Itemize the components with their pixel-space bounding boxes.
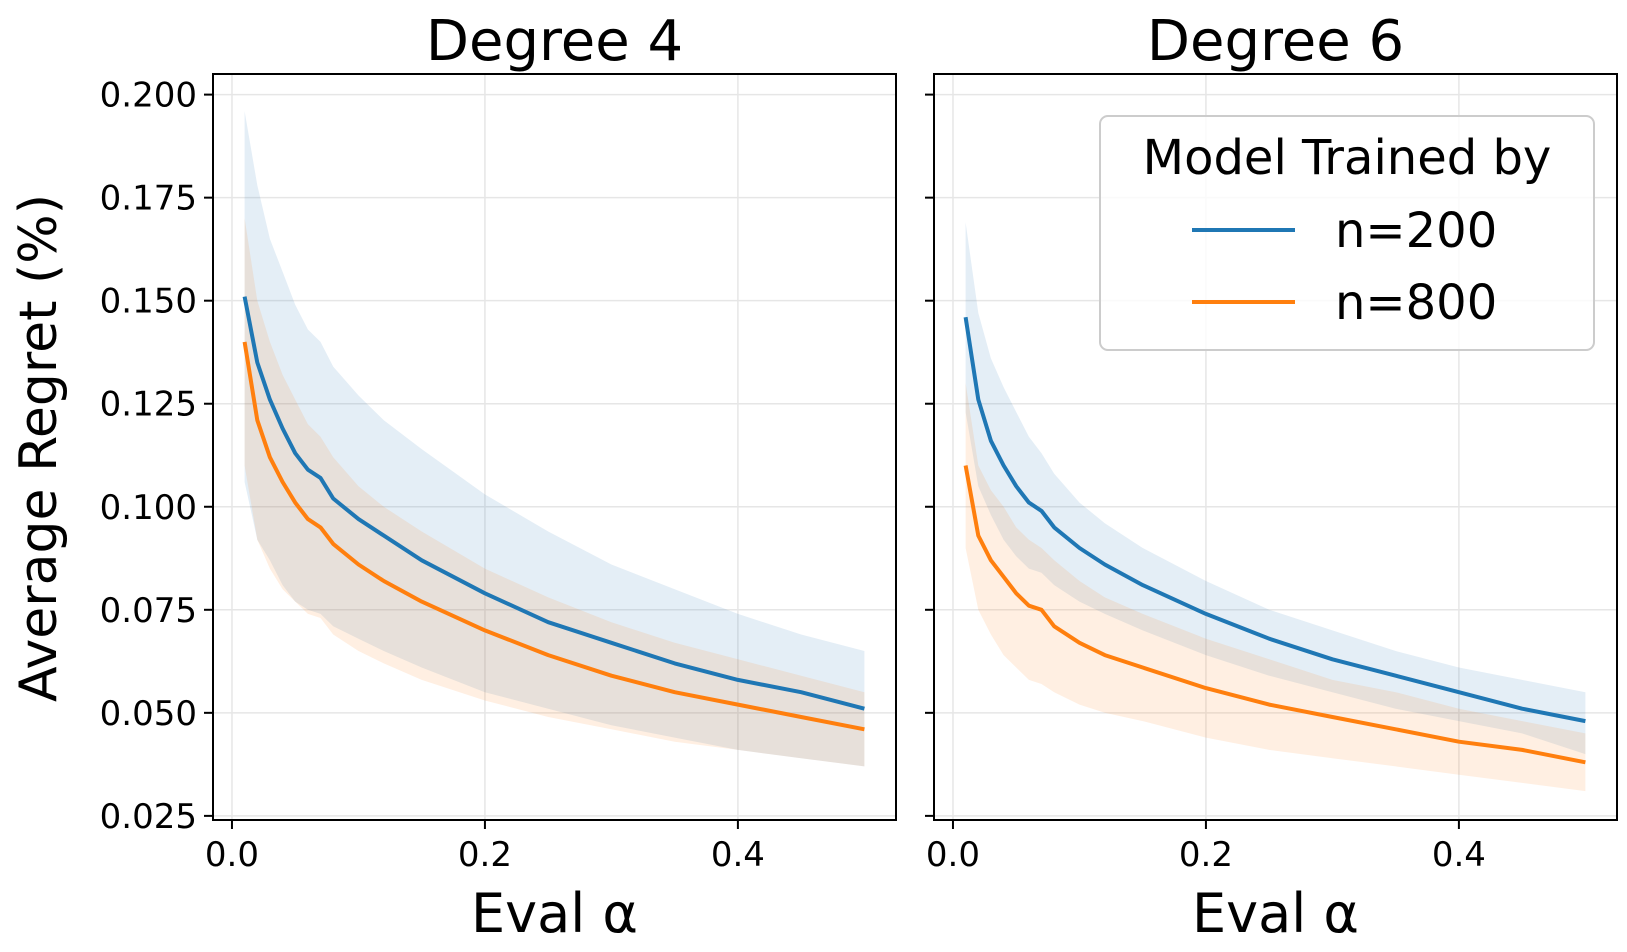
x-tick-label: 0.0: [205, 835, 259, 875]
plot-frame: [933, 73, 1618, 821]
panel-title: Degree 4: [426, 9, 683, 74]
plot-frame: [212, 73, 897, 821]
legend: Model Trained by n=200 n=800: [1099, 115, 1595, 351]
x-tick-label: 0.2: [1179, 835, 1233, 875]
y-tick-label: 0.150: [100, 282, 197, 322]
legend-box: [1099, 115, 1595, 351]
line-n800: [963, 465, 1586, 765]
y-tick-label: 0.175: [100, 179, 197, 219]
panel-degree-6: 0.0 0.2 0.4 Degree 6 Eval α: [925, 9, 1618, 945]
y-tick-label: 0.200: [100, 76, 197, 116]
y-tick-label: 0.025: [100, 797, 197, 837]
line-n200: [963, 316, 1586, 724]
band-n800: [965, 383, 1586, 792]
line-n200: [242, 296, 865, 711]
y-tick-label: 0.125: [100, 385, 197, 425]
panel-degree-4: 0.0 0.2 0.4 0.025 0.050 0.075 0.100 0.125 0.150 0…: [100, 9, 897, 945]
panel-title: Degree 6: [1147, 9, 1404, 74]
band-n200: [244, 111, 865, 767]
x-tick-label: 0.0: [926, 835, 980, 875]
band-n800: [244, 218, 865, 767]
legend-label-n800: n=800: [1335, 275, 1497, 331]
x-axis-label: Eval α: [1192, 882, 1359, 945]
y-tick-label: 0.100: [100, 488, 197, 528]
legend-label-n200: n=200: [1335, 203, 1497, 259]
legend-title: Model Trained by: [1143, 130, 1552, 186]
x-tick-label: 0.4: [711, 835, 765, 875]
x-tick-label: 0.2: [458, 835, 512, 875]
y-axis-label: Average Regret (%): [9, 194, 69, 702]
band-n200: [965, 222, 1586, 755]
line-n800: [242, 341, 865, 732]
y-tick-label: 0.050: [100, 694, 197, 734]
x-axis-label: Eval α: [471, 882, 638, 945]
x-tick-label: 0.4: [1432, 835, 1486, 875]
y-tick-label: 0.075: [100, 591, 197, 631]
